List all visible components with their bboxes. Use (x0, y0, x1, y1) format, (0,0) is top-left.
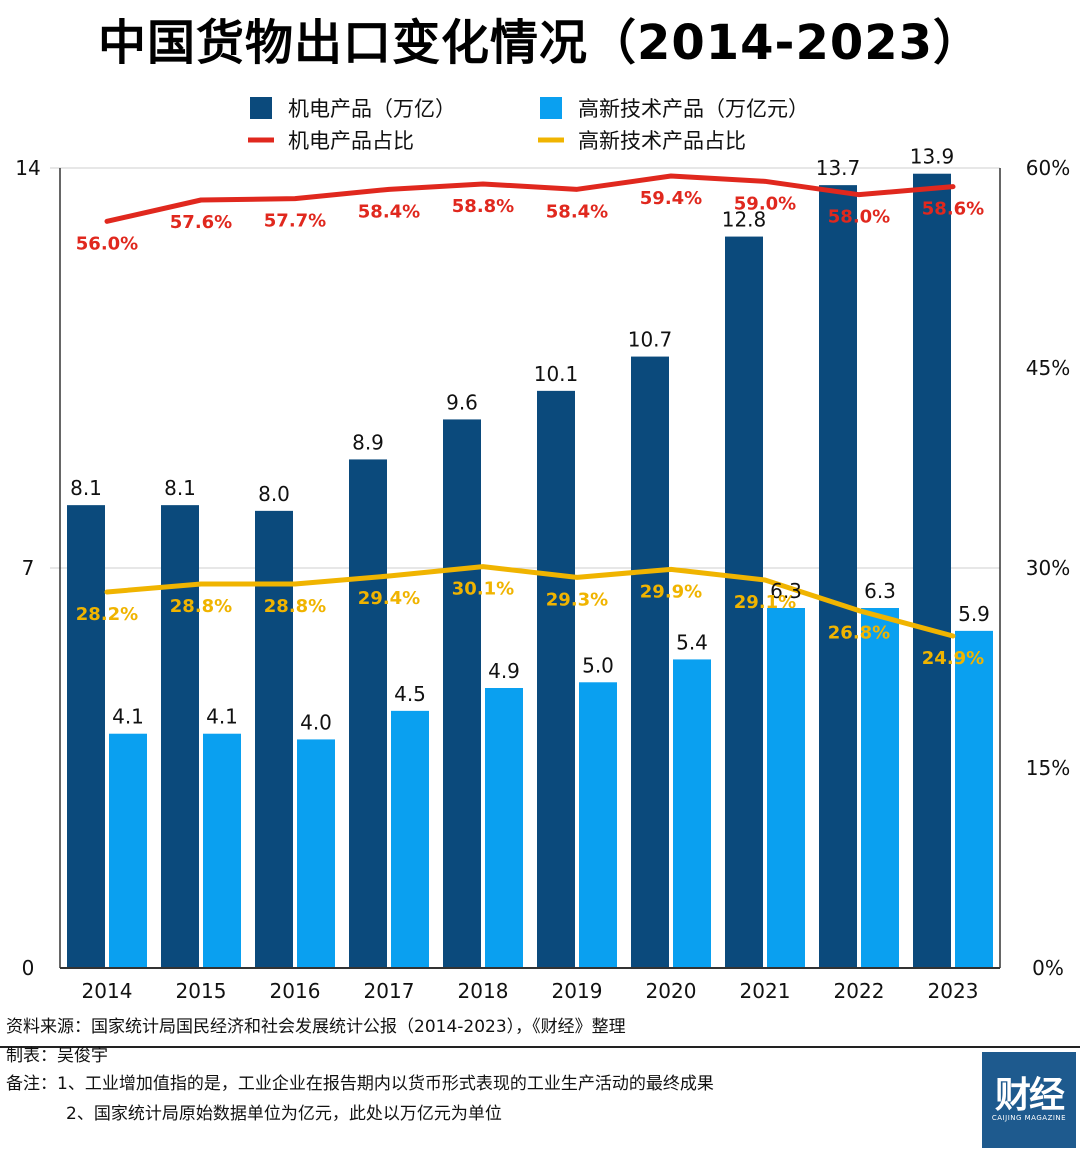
bar-label-jidian: 10.7 (628, 328, 673, 352)
bar-gaoxin (297, 739, 335, 968)
point-label-gaoxin-share: 28.8% (170, 596, 232, 617)
bar-label-gaoxin: 4.1 (206, 705, 238, 729)
bar-label-gaoxin: 5.4 (676, 630, 708, 654)
point-label-jidian-share: 56.0% (76, 233, 138, 254)
bar-label-gaoxin: 4.0 (300, 710, 332, 734)
legend-label: 机电产品占比 (288, 129, 414, 153)
logo-wordmark: 财经 (994, 1075, 1065, 1116)
x-tick-label: 2014 (82, 979, 133, 1003)
footer-divider (0, 1046, 1080, 1048)
bar-jidian (913, 173, 951, 968)
bar-label-gaoxin: 5.9 (958, 602, 990, 626)
x-tick-label: 2017 (364, 979, 415, 1003)
point-label-gaoxin-share: 29.4% (358, 588, 420, 609)
point-label-jidian-share: 59.4% (640, 188, 702, 209)
bar-gaoxin (579, 682, 617, 968)
bar-label-jidian: 8.9 (352, 430, 384, 454)
caijing-logo: 财经 CAIJING MAGAZINE (982, 1052, 1076, 1148)
point-label-jidian-share: 58.4% (546, 201, 608, 222)
bar-gaoxin (673, 659, 711, 968)
bar-jidian (349, 459, 387, 968)
x-tick-label: 2023 (928, 979, 979, 1003)
point-label-gaoxin-share: 29.1% (734, 592, 796, 613)
bar-label-jidian: 8.0 (258, 482, 290, 506)
bar-label-gaoxin: 6.3 (770, 579, 802, 603)
point-label-gaoxin-share: 24.9% (922, 648, 984, 669)
bar-label-gaoxin: 4.5 (394, 682, 426, 706)
bar-jidian (537, 390, 575, 968)
bar-label-jidian: 9.6 (446, 390, 478, 414)
line-gaoxin-share (104, 564, 956, 639)
bar-jidian (443, 419, 481, 968)
point-label-jidian-share: 57.6% (170, 212, 232, 233)
chart-title: 中国货物出口变化情况（2014-2023） (97, 15, 983, 71)
point-label-jidian-share: 59.0% (734, 193, 796, 214)
bar-label-jidian: 8.1 (70, 476, 102, 500)
x-tick-label: 2020 (646, 979, 697, 1003)
point-label-gaoxin-share: 30.1% (452, 579, 514, 600)
bar-gaoxin (955, 630, 993, 968)
bar-label-jidian: 12.8 (722, 208, 767, 232)
y-right-tick-label: 15% (1026, 756, 1070, 780)
point-label-gaoxin-share: 26.8% (828, 623, 890, 644)
bar-jidian (255, 510, 293, 968)
point-label-jidian-share: 57.7% (264, 211, 326, 232)
y-right-tick-label: 30% (1026, 556, 1070, 580)
bar-gaoxin (861, 608, 899, 968)
point-label-jidian-share: 58.8% (452, 196, 514, 217)
legend-swatch (540, 97, 562, 119)
bar-gaoxin (485, 688, 523, 968)
footer-note-1: 备注：1、工业增加值指的是，工业企业在报告期内以货币形式表现的工业生产活动的最终… (6, 1074, 714, 1094)
point-label-jidian-share: 58.0% (828, 207, 890, 228)
bar-label-jidian: 13.9 (910, 145, 955, 169)
bar-gaoxin (767, 608, 805, 968)
footer-note-2: 2、国家统计局原始数据单位为亿元，此处以万亿元为单位 (66, 1104, 502, 1124)
bar-jidian (631, 356, 669, 969)
x-tick-label: 2015 (176, 979, 227, 1003)
x-tick-label: 2019 (552, 979, 603, 1003)
bar-jidian (819, 185, 857, 969)
bar-label-gaoxin: 5.0 (582, 653, 614, 677)
legend-label: 高新技术产品占比 (578, 129, 746, 153)
footer-author: 制表：吴俊宇 (6, 1046, 108, 1066)
footer-source: 资料来源：国家统计局国民经济和社会发展统计公报（2014-2023），《财经》整… (6, 1017, 626, 1037)
bar-gaoxin (391, 710, 429, 968)
point-label-gaoxin-share: 28.8% (264, 596, 326, 617)
y-right-tick-label: 60% (1026, 156, 1070, 180)
y-right-tick-label: 0% (1032, 956, 1064, 980)
bar-gaoxin (203, 733, 241, 968)
bar-label-jidian: 10.1 (534, 362, 579, 386)
bar-jidian (67, 505, 105, 968)
bar-label-gaoxin: 6.3 (864, 579, 896, 603)
bar-label-jidian: 8.1 (164, 476, 196, 500)
point-label-jidian-share: 58.4% (358, 201, 420, 222)
y-left-tick-label: 0 (22, 956, 35, 980)
x-tick-label: 2018 (458, 979, 509, 1003)
bar-label-gaoxin: 4.9 (488, 659, 520, 683)
chart: 8.1 4.1 8.1 4.1 8.0 4.0 8.9 4.5 9.6 4.9 10.1 5.0 10.… (15, 97, 1070, 1003)
bar-jidian (725, 236, 763, 969)
y-left-tick-label: 7 (22, 556, 35, 580)
legend-label: 高新技术产品（万亿元） (578, 97, 809, 121)
point-label-gaoxin-share: 29.9% (640, 581, 702, 602)
legend-swatch (250, 97, 272, 119)
x-tick-label: 2022 (834, 979, 885, 1003)
bar-label-gaoxin: 4.1 (112, 705, 144, 729)
point-label-jidian-share: 58.6% (922, 199, 984, 220)
legend-label: 机电产品（万亿） (288, 97, 456, 121)
bar-label-jidian: 13.7 (816, 156, 861, 180)
bar-jidian (161, 505, 199, 968)
x-tick-label: 2016 (270, 979, 321, 1003)
point-label-gaoxin-share: 29.3% (546, 589, 608, 610)
bar-gaoxin (109, 733, 147, 968)
x-tick-label: 2021 (740, 979, 791, 1003)
y-left-tick-label: 14 (15, 156, 40, 180)
logo-subtitle: CAIJING MAGAZINE (991, 1114, 1067, 1122)
line-jidian-share (104, 173, 956, 224)
y-right-tick-label: 45% (1026, 356, 1070, 380)
point-label-gaoxin-share: 28.2% (76, 604, 138, 625)
